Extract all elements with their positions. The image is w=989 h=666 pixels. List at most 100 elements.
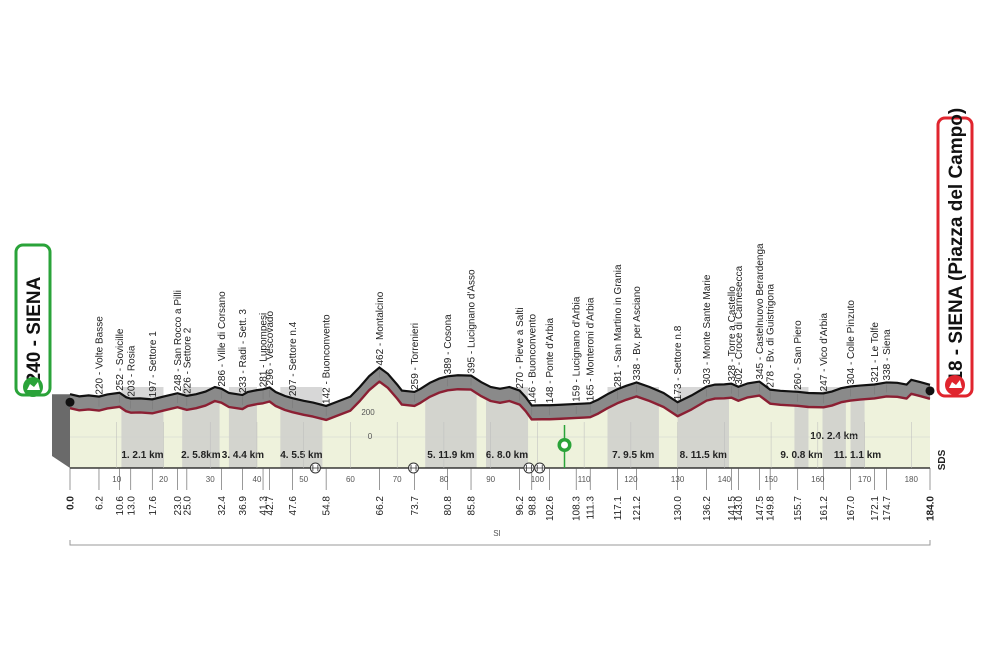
profile-layer xyxy=(65,366,935,422)
waypoint-km-label: 147.5 xyxy=(755,496,766,521)
waypoint-place-label: 281 - San Martino in Grania xyxy=(613,264,624,387)
waypoint-place-label: 260 - San Piero xyxy=(793,320,804,390)
waypoint-place-label: 148 - Ponte d'Arbia xyxy=(545,318,556,404)
sector-label: 3. 4.4 km xyxy=(222,450,264,461)
waypoint-km-label: 98.8 xyxy=(527,496,538,516)
waypoint-place-label: 302 - Croce di Carnesecca xyxy=(734,265,745,384)
waypoint-place-label: 247 - Vico d'Arbia xyxy=(819,312,830,391)
waypoint-place-label: 303 - Monte Sante Marie xyxy=(702,274,713,384)
km-tick-label: 50 xyxy=(299,475,308,484)
start-dot xyxy=(65,397,75,407)
waypoint-km-label: 117.1 xyxy=(613,496,624,521)
waypoint-km-label: 130.0 xyxy=(673,496,684,521)
waypoint-place-label: 462 - Montalcino xyxy=(375,291,386,365)
waypoint-km-label: 80.8 xyxy=(443,496,454,516)
waypoint-place-label: 159 - Lucignano d'Arbia xyxy=(572,296,583,402)
start-label: 240 - SIENA xyxy=(24,276,45,383)
km-tick-label: 120 xyxy=(624,475,638,484)
waypoint-place-label: 197 - Settore 1 xyxy=(148,331,159,398)
altitude-axis-label-200: 200 xyxy=(361,408,375,417)
waypoint-km-label: 36.9 xyxy=(238,496,249,516)
waypoint-label-layer: 220 - Volte Basse 252 - Sovicille 203 - Ro… xyxy=(94,243,893,416)
waypoint-km-label: 149.8 xyxy=(766,496,777,521)
waypoint-km-label: 41.3 xyxy=(259,496,270,516)
waypoint-place-label: 142 - Buonconvento xyxy=(322,314,333,404)
waypoint-km-label: 13.0 xyxy=(126,496,137,516)
waypoint-km-label: 111.3 xyxy=(586,496,597,520)
sector-label: 10. 2.4 km xyxy=(810,431,858,442)
waypoint-place-label: 173 - Settore n.8 xyxy=(673,325,684,400)
waypoint-km-label: 23.0 xyxy=(173,496,184,516)
waypoint-place-label: 165 - Monteroni d'Arbia xyxy=(586,297,597,401)
waypoint-km-label: 73.7 xyxy=(410,496,421,516)
waypoint-km-label: 0.0 xyxy=(66,496,77,510)
altitude-axis-label-0: 0 xyxy=(368,432,373,441)
km-tick-label: 40 xyxy=(253,475,262,484)
km-tick-label: 20 xyxy=(159,475,168,484)
sector-label: 4. 5.5 km xyxy=(280,450,322,461)
km-tick-label: 110 xyxy=(578,475,591,484)
waypoint-km-label: 102.6 xyxy=(545,496,556,521)
bottom-bracket xyxy=(69,540,931,546)
waypoint-place-label: 395 - Lucignano d'Asso xyxy=(467,269,478,374)
sector-label: 9. 0.8 km xyxy=(780,450,822,461)
profile-route-line xyxy=(69,380,931,422)
feed-zone-icon-mark xyxy=(409,465,418,471)
sector-band xyxy=(850,387,865,468)
waypoint-km-label: 174.7 xyxy=(882,496,893,521)
waypoint-km-label: 66.2 xyxy=(375,496,386,516)
finish-dot xyxy=(925,386,935,396)
profile-left-edge xyxy=(52,394,70,468)
sector-label: 1. 2.1 km xyxy=(121,450,163,461)
finish-label: 318 - SIENA (Piazza del Campo) xyxy=(946,108,967,392)
sds-logo: SDS xyxy=(937,449,948,470)
km-tick-label: 80 xyxy=(439,475,448,484)
waypoint-km-label: 136.2 xyxy=(702,496,713,521)
feed-zone-icon-mark xyxy=(311,465,320,471)
waypoint-km-label: 32.4 xyxy=(217,496,228,516)
waypoint-km-label: 47.6 xyxy=(288,496,299,516)
profile-top-band xyxy=(70,367,930,420)
waypoint-place-label: 278 - Bv. di Guistrigona xyxy=(766,283,777,387)
waypoint-place-label: 203 - Rosia xyxy=(126,345,137,397)
waypoint-place-label: 304 - Colle Pinzuto xyxy=(846,300,857,385)
sector-label: 7. 9.5 km xyxy=(612,450,654,461)
province-label: SI xyxy=(493,529,501,538)
waypoint-place-label: 281 - Lupompesi xyxy=(259,313,270,388)
sector-label: 2. 5.8km xyxy=(181,450,221,461)
profile-ridge-line xyxy=(69,366,931,408)
waypoint-place-label: 286 - Ville di Corsano xyxy=(217,291,228,387)
waypoint-place-label: 345 - Castelnuovo Berardenga xyxy=(755,243,766,380)
waypoint-km-label: 184.0 xyxy=(926,496,937,521)
waypoint-km-label: 6.2 xyxy=(94,496,105,510)
waypoint-place-label: 226 - Settore 2 xyxy=(182,327,193,394)
km-tick-label: 30 xyxy=(206,475,215,484)
km-tick-label: 10 xyxy=(112,475,121,484)
finish-badge: 318 - SIENA (Piazza del Campo) xyxy=(936,108,974,398)
km-tick-label: 150 xyxy=(764,475,778,484)
waypoint-place-label: 270 - Pieve a Salti xyxy=(515,307,526,388)
sector-label: 8. 11.5 km xyxy=(680,450,727,461)
axis-layer: 10 20 30 40 50 60 70 80 90 100 110 120 130 140 150 160 1… xyxy=(66,422,937,521)
waypoint-km-label: 172.1 xyxy=(870,496,881,521)
waypoint-place-label: 259 - Torrenieri xyxy=(410,323,421,390)
waypoint-place-label: 252 - Sovicille xyxy=(115,328,126,391)
waypoint-place-label: 248 - San Rocco a Pilli xyxy=(173,290,184,391)
feed-zone-icon-mark xyxy=(524,465,533,471)
start-badge: 240 - SIENA xyxy=(14,243,52,397)
waypoint-km-label: 54.8 xyxy=(322,496,333,516)
waypoint-km-label: 85.8 xyxy=(467,496,478,516)
waypoint-km-label: 25.0 xyxy=(182,496,193,516)
sector-label: 5. 11.9 km xyxy=(427,450,474,461)
waypoint-place-label: 328 - Torre a Castello xyxy=(727,286,738,382)
waypoint-km-label: 155.7 xyxy=(793,496,804,521)
sector-band xyxy=(425,387,477,468)
waypoint-km-label: 167.0 xyxy=(846,496,857,521)
finish-badge-frame xyxy=(936,116,974,398)
waypoint-km-label: 96.2 xyxy=(515,496,526,516)
waypoint-place-label: 338 - Siena xyxy=(882,329,893,381)
waypoint-place-label: 321 - Le Tolfe xyxy=(870,322,881,383)
waypoint-place-label: 338 - Bv. per Asciano xyxy=(632,286,643,381)
